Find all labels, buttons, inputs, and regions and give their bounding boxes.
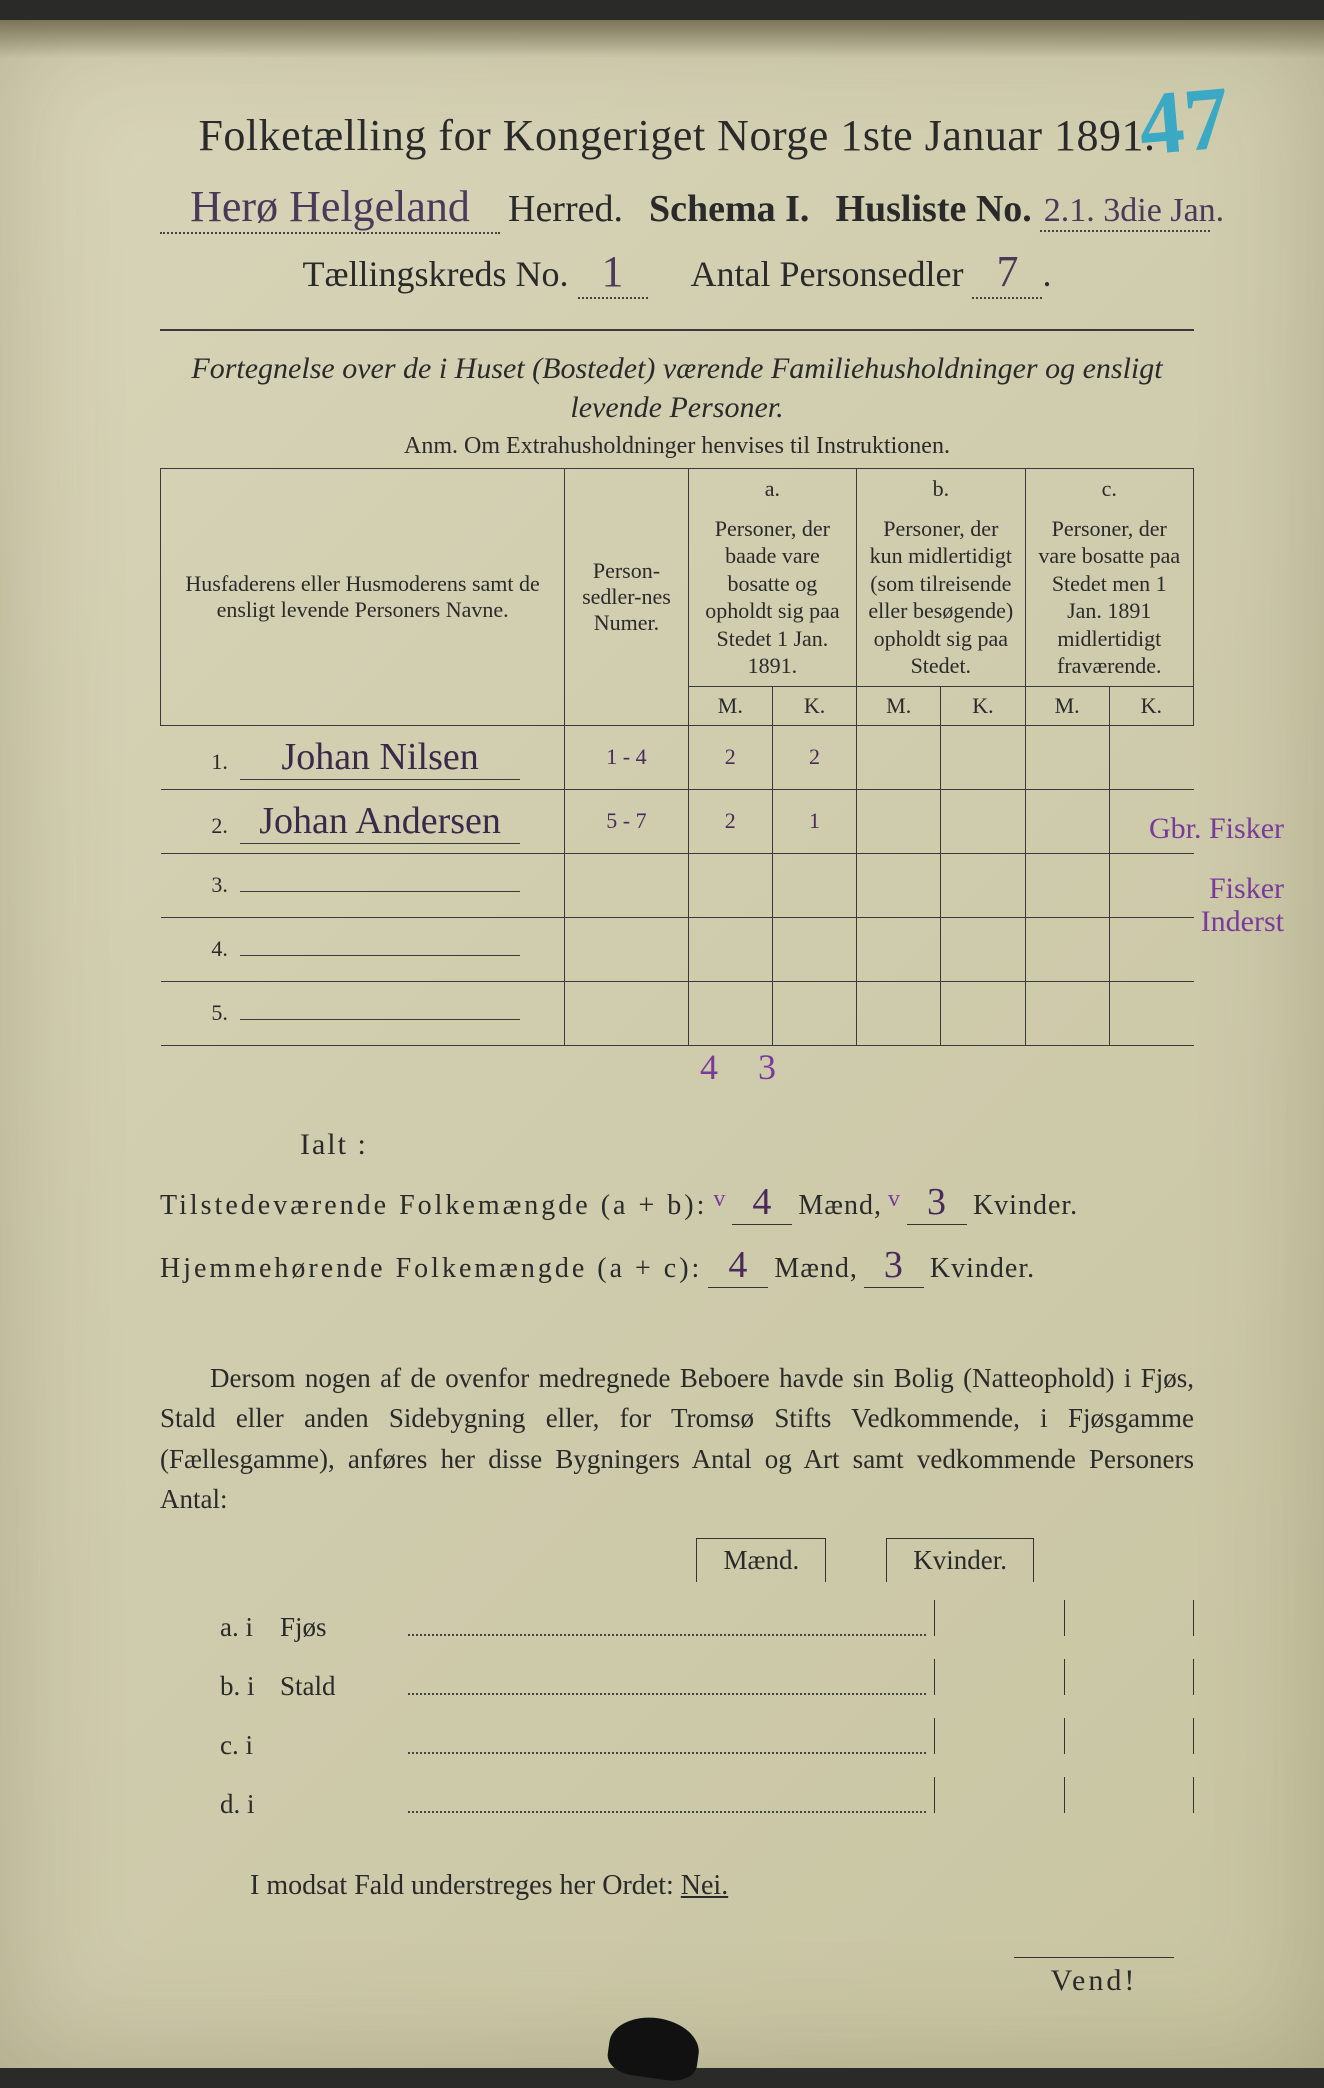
schema-label: Schema I. [649, 187, 809, 231]
herred-label: Herred. [508, 187, 623, 231]
header-name: Husfaderens eller Husmoderens samt de en… [161, 469, 565, 726]
tilstede-label: Tilstedeværende Folkemængde (a + b): [160, 1190, 707, 1222]
husliste-handwritten: 2.1. 3die Jan. [1040, 192, 1210, 232]
table-row: 2. Johan Andersen5 - 721 [161, 789, 1194, 853]
header-num: Person-sedler-nes Numer. [565, 469, 689, 726]
anm-text: Anm. Om Extrahusholdninger henvises til … [160, 433, 1194, 460]
header-b: Personer, der kun midlertidigt (som tilr… [857, 509, 1025, 687]
header-k: K. [772, 686, 856, 725]
page-number-annotation: 47 [1135, 66, 1234, 176]
mk-header: Mænd. Kvinder. [160, 1538, 1194, 1582]
tilstede-k: 3 [907, 1180, 967, 1225]
header-a-top: a. [688, 469, 856, 509]
outbuilding-list: a. iFjøs b. iStald c. i d. i [160, 1600, 1194, 1820]
maend-col-header: Mænd. [696, 1538, 826, 1582]
header-k: K. [1109, 686, 1193, 725]
kvinder-label: Kvinder. [930, 1253, 1035, 1285]
kreds-label: Tællingskreds No. [303, 254, 569, 294]
maend-label: Mænd, [798, 1190, 882, 1222]
margin-note-1: Gbr. Fisker [1149, 812, 1284, 845]
header-a: Personer, der baade vare bosatte og opho… [688, 509, 856, 687]
intro-text: Fortegnelse over de i Huset (Bostedet) v… [160, 349, 1194, 427]
outbuilding-row: a. iFjøs [220, 1600, 1194, 1643]
maend-label: Mænd, [774, 1253, 858, 1285]
header-m: M. [688, 686, 772, 725]
outbuilding-paragraph: Dersom nogen af de ovenfor medregnede Be… [160, 1358, 1194, 1520]
hjemme-line: Hjemmehørende Folkemængde (a + c): 4 Mæn… [160, 1243, 1194, 1288]
divider [160, 329, 1194, 331]
check-mark: v [888, 1186, 901, 1213]
table-row: 5. [161, 981, 1194, 1045]
header-k: K. [941, 686, 1025, 725]
hjemme-k: 3 [864, 1243, 924, 1288]
header-b-top: b. [857, 469, 1025, 509]
hjemme-m: 4 [708, 1243, 768, 1288]
household-table: Husfaderens eller Husmoderens samt de en… [160, 468, 1194, 1046]
tilstede-m: 4 [732, 1180, 792, 1225]
herred-line: Herø Helgeland Herred. Schema I. Huslist… [160, 181, 1194, 234]
husliste-label: Husliste No. [835, 187, 1031, 231]
ialt-purple-totals: 43 [700, 1046, 1194, 1088]
nei-pre: I modsat Fald understreges her Ordet: [250, 1870, 681, 1901]
ialt-k-purple: 3 [758, 1047, 816, 1087]
outbuilding-row: c. i [220, 1718, 1194, 1761]
outbuilding-row: d. i [220, 1777, 1194, 1820]
form-title: Folketælling for Kongeriget Norge 1ste J… [160, 110, 1194, 161]
herred-handwritten: Herø Helgeland [160, 181, 500, 234]
tilstede-line: Tilstedeværende Folkemængde (a + b): v 4… [160, 1180, 1194, 1225]
hjemme-label: Hjemmehørende Folkemængde (a + c): [160, 1253, 702, 1285]
header-c: Personer, der vare bosatte paa Stedet me… [1025, 509, 1193, 687]
ialt-label: Ialt : [160, 1128, 1194, 1162]
header-c-top: c. [1025, 469, 1193, 509]
antal-label: Antal Personsedler [691, 254, 964, 294]
check-mark: v [713, 1186, 726, 1213]
census-form-page: 47 Folketælling for Kongeriget Norge 1st… [0, 20, 1324, 2068]
kvinder-label: Kvinder. [973, 1190, 1078, 1222]
table-row: 4. [161, 917, 1194, 981]
header-m: M. [857, 686, 941, 725]
kreds-handwritten: 1 [578, 246, 648, 299]
header-m: M. [1025, 686, 1109, 725]
ialt-m-purple: 4 [700, 1047, 758, 1087]
margin-note-2: Fisker Inderst [1134, 872, 1284, 938]
table-header-row: Husfaderens eller Husmoderens samt de en… [161, 469, 1194, 509]
kreds-line: Tællingskreds No. 1 Antal Personsedler 7… [160, 246, 1194, 299]
table-row: 1. Johan Nilsen1 - 422 [161, 725, 1194, 789]
outbuilding-row: b. iStald [220, 1659, 1194, 1702]
nei-word: Nei. [681, 1870, 728, 1901]
page-damage [605, 2012, 702, 2084]
table-row: 3. [161, 853, 1194, 917]
nei-line: I modsat Fald understreges her Ordet: Ne… [160, 1870, 1194, 1902]
antal-handwritten: 7 [972, 246, 1042, 299]
vend-label: Vend! [1014, 1957, 1174, 1998]
kvinder-col-header: Kvinder. [886, 1538, 1034, 1582]
